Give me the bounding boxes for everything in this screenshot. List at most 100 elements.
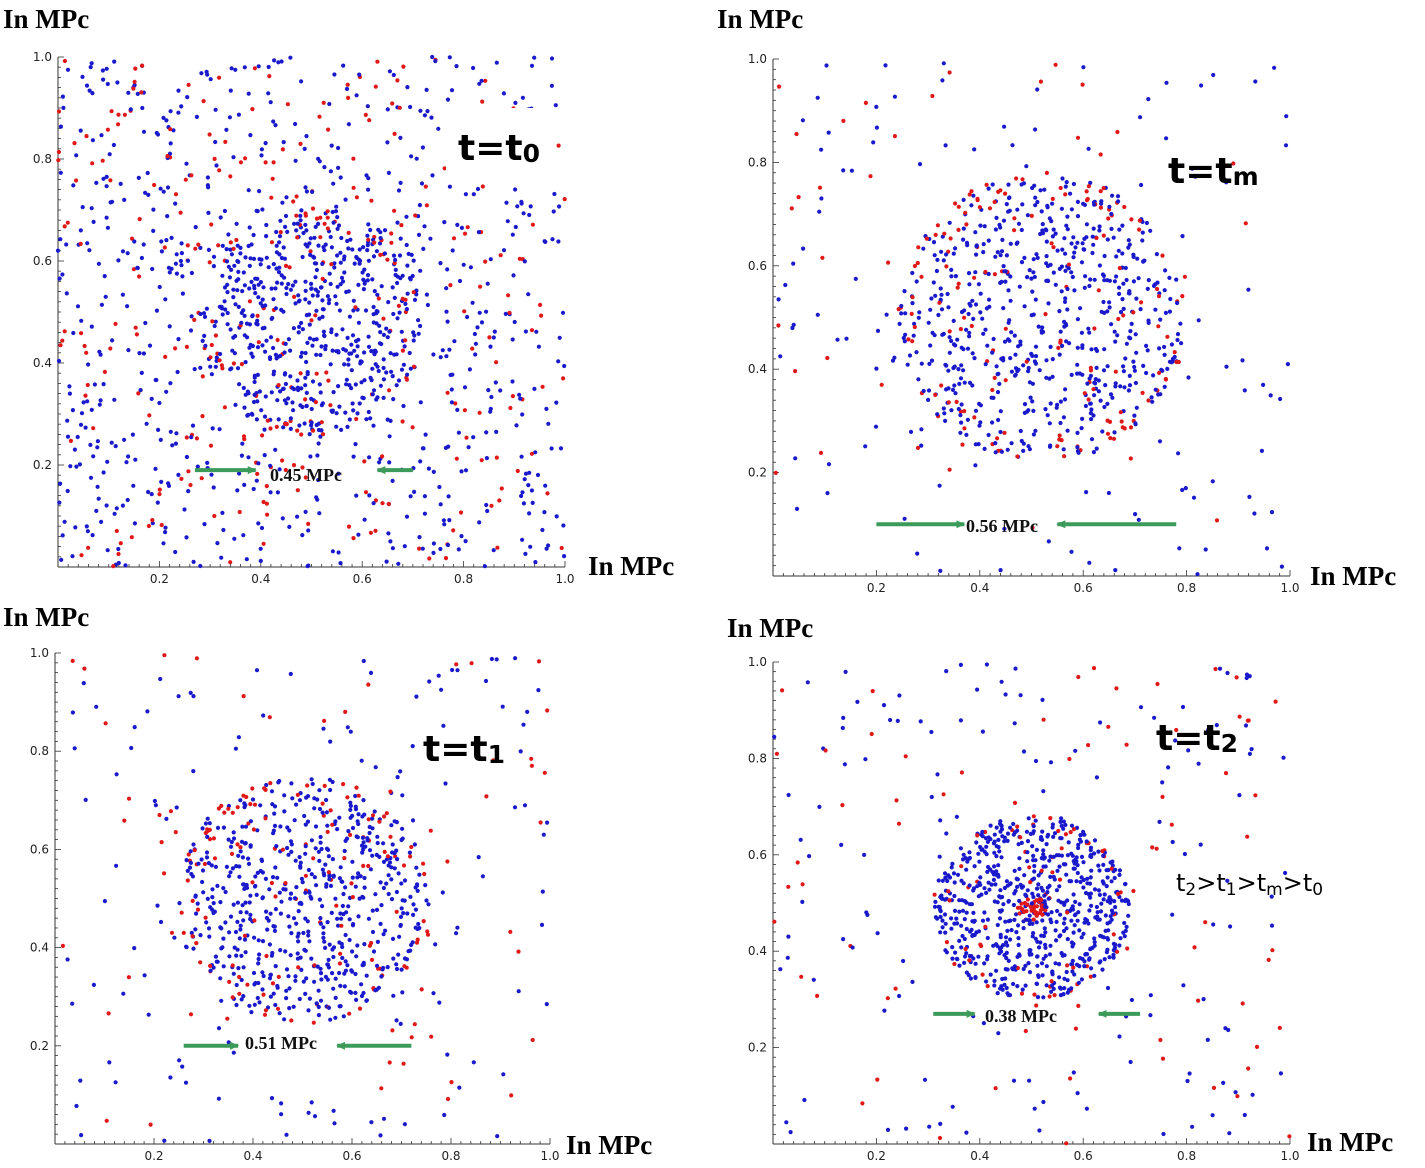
blue-point <box>1030 921 1035 926</box>
blue-point <box>1201 997 1206 1002</box>
blue-point <box>1098 933 1103 939</box>
blue-point <box>209 472 214 477</box>
blue-point <box>300 880 305 885</box>
blue-point <box>239 997 244 1002</box>
red-point <box>303 475 308 480</box>
blue-point <box>396 871 401 876</box>
blue-point <box>240 855 245 860</box>
blue-point <box>136 175 141 180</box>
blue-point <box>240 289 245 294</box>
red-point <box>354 416 359 422</box>
blue-point <box>334 301 339 306</box>
blue-point <box>436 673 441 678</box>
red-point <box>303 213 308 218</box>
blue-point <box>470 300 475 305</box>
blue-point <box>984 662 990 667</box>
blue-point <box>467 367 472 372</box>
blue-point <box>343 885 348 890</box>
blue-point <box>398 923 403 929</box>
blue-point <box>372 352 377 357</box>
red-point <box>387 1060 392 1065</box>
red-point <box>992 272 998 277</box>
blue-point <box>436 126 441 131</box>
blue-point <box>1079 260 1085 265</box>
red-point <box>243 156 248 161</box>
red-point <box>183 177 188 182</box>
blue-point <box>251 486 256 492</box>
red-point <box>992 199 997 205</box>
blue-point <box>933 899 938 905</box>
red-point <box>181 930 186 936</box>
blue-point <box>411 902 416 907</box>
blue-point <box>1064 872 1069 877</box>
blue-point <box>1078 839 1083 844</box>
red-point <box>977 205 983 210</box>
blue-point <box>551 209 556 214</box>
blue-point <box>1057 352 1062 357</box>
red-point <box>394 909 399 914</box>
blue-point <box>987 304 992 309</box>
blue-point <box>946 305 951 310</box>
red-point <box>1111 932 1116 937</box>
red-point <box>1017 911 1022 916</box>
blue-point <box>185 95 190 100</box>
x-tick-label: 1.0 <box>1280 1149 1299 1163</box>
blue-point <box>1193 174 1198 179</box>
blue-point <box>316 849 321 854</box>
blue-point <box>916 315 921 320</box>
blue-point <box>917 162 923 167</box>
blue-point <box>102 274 107 279</box>
blue-point <box>309 420 314 425</box>
blue-point <box>492 329 497 334</box>
blue-point <box>1069 241 1074 246</box>
blue-point <box>416 331 421 336</box>
blue-point <box>1070 944 1075 949</box>
red-point <box>1137 227 1142 232</box>
blue-point <box>229 366 234 371</box>
red-point <box>238 845 243 850</box>
blue-point <box>1113 339 1118 344</box>
panel-t0: In MPc In MPc 0.2 0.4 0.6 0.8 1.00.20.40.60.… <box>3 4 674 586</box>
red-point <box>148 1122 153 1127</box>
blue-point <box>940 332 945 337</box>
red-point <box>919 274 924 279</box>
blue-point <box>89 324 94 329</box>
blue-point <box>319 344 324 349</box>
blue-point <box>235 947 240 952</box>
blue-point <box>220 312 225 317</box>
blue-point <box>143 190 148 195</box>
blue-point <box>331 1108 336 1113</box>
blue-point <box>798 837 803 842</box>
red-point <box>252 66 257 71</box>
blue-point <box>318 834 323 840</box>
red-point <box>152 182 157 188</box>
blue-point <box>70 554 75 559</box>
blue-point <box>964 926 969 932</box>
scatter-points <box>55 54 567 569</box>
red-point <box>373 84 378 89</box>
y-tick-label: 0.2 <box>33 458 52 472</box>
panel-tm: In MPc In MPc 0.2 0.4 0.6 0.8 1.00.20.40.60.… <box>717 4 1396 595</box>
red-point <box>479 458 484 463</box>
blue-point <box>273 907 278 912</box>
blue-point <box>163 297 168 302</box>
blue-point <box>290 796 295 801</box>
blue-point <box>184 454 189 460</box>
blue-point <box>297 798 302 803</box>
blue-point <box>1048 854 1053 859</box>
blue-point <box>190 423 196 428</box>
blue-point <box>226 837 231 842</box>
blue-point <box>174 431 179 436</box>
red-point <box>65 220 70 225</box>
red-point <box>357 1006 363 1011</box>
blue-point <box>287 986 292 991</box>
red-point <box>772 919 777 924</box>
blue-point <box>233 67 238 72</box>
blue-point <box>960 857 966 862</box>
blue-point <box>333 294 338 299</box>
red-point <box>947 70 952 75</box>
blue-point <box>1045 834 1050 839</box>
blue-point <box>962 936 967 942</box>
blue-point <box>1069 851 1074 856</box>
blue-point <box>1076 842 1081 847</box>
